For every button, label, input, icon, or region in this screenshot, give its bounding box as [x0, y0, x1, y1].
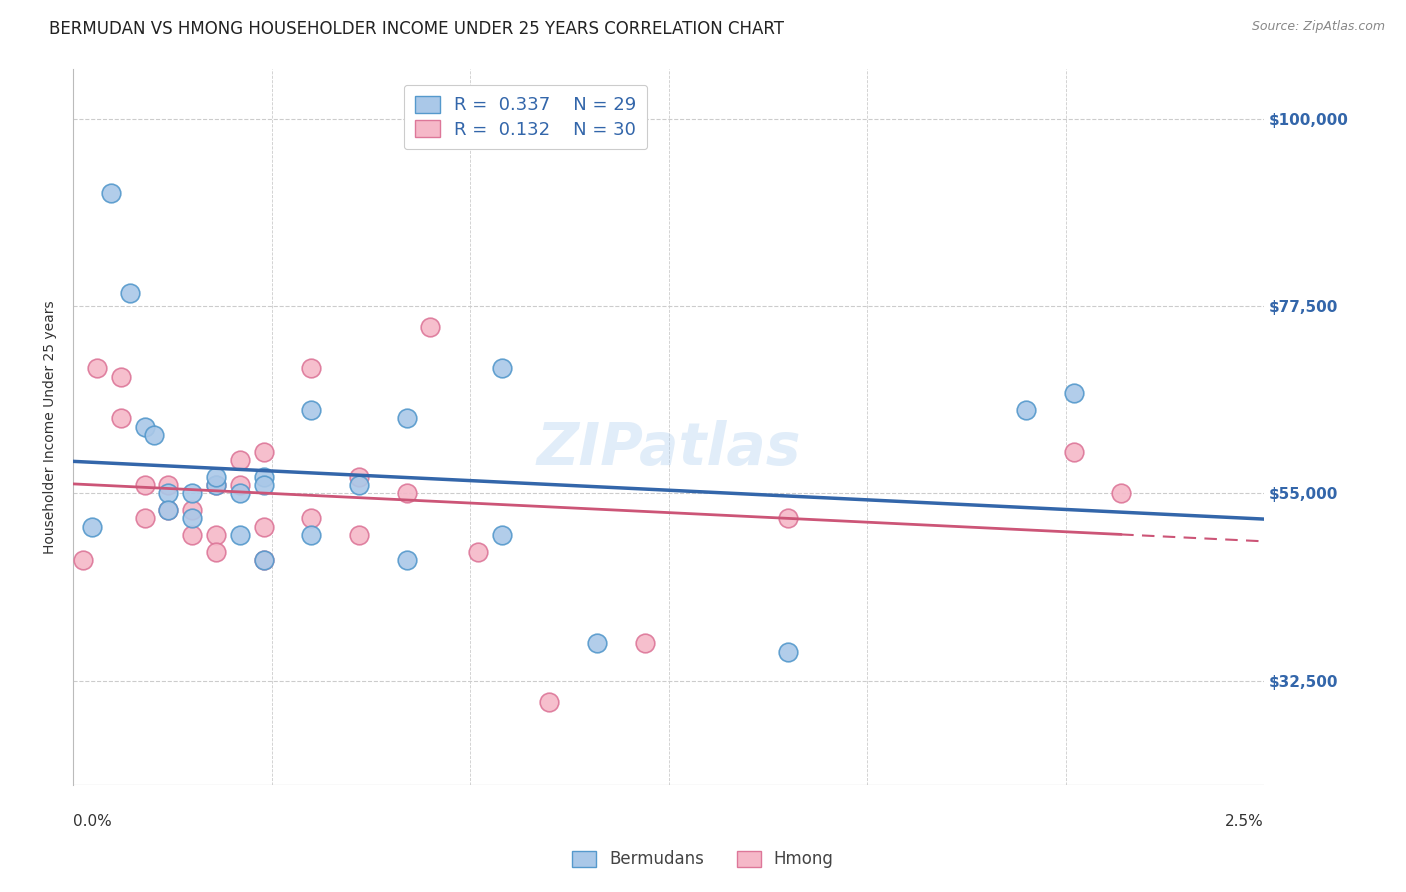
Y-axis label: Householder Income Under 25 years: Householder Income Under 25 years [44, 300, 58, 554]
Point [299, 511, 322, 525]
Point [82, 519, 104, 533]
Point [229, 478, 252, 492]
Point [72, 553, 94, 567]
Point [181, 528, 204, 542]
Point [205, 469, 228, 483]
Point [586, 636, 609, 650]
Point [347, 528, 370, 542]
Point [299, 361, 322, 376]
Point [395, 553, 418, 567]
Point [253, 478, 276, 492]
Point [253, 519, 276, 533]
Point [299, 403, 322, 417]
Point [491, 361, 513, 376]
Point [395, 486, 418, 500]
Point [1015, 403, 1038, 417]
Point [110, 411, 132, 425]
Point [143, 428, 166, 442]
Text: Source: ZipAtlas.com: Source: ZipAtlas.com [1251, 20, 1385, 33]
Point [86, 361, 108, 376]
Point [1109, 486, 1132, 500]
Point [181, 503, 204, 517]
Point [120, 286, 142, 301]
Point [491, 528, 513, 542]
Point [776, 645, 799, 659]
Point [100, 186, 122, 201]
Point [229, 528, 252, 542]
Point [253, 553, 276, 567]
Text: BERMUDAN VS HMONG HOUSEHOLDER INCOME UNDER 25 YEARS CORRELATION CHART: BERMUDAN VS HMONG HOUSEHOLDER INCOME UND… [49, 20, 785, 37]
Point [181, 486, 204, 500]
Point [157, 478, 180, 492]
Point [229, 453, 252, 467]
Text: 2.5%: 2.5% [1226, 814, 1264, 830]
Point [205, 478, 228, 492]
Point [1063, 444, 1085, 458]
Point [229, 486, 252, 500]
Point [253, 469, 276, 483]
Point [634, 636, 657, 650]
Legend: Bermudans, Hmong: Bermudans, Hmong [564, 842, 842, 877]
Point [419, 319, 441, 334]
Point [776, 511, 799, 525]
Point [134, 511, 156, 525]
Point [467, 545, 489, 559]
Point [205, 545, 228, 559]
Point [157, 503, 180, 517]
Point [395, 411, 418, 425]
Point [181, 511, 204, 525]
Point [157, 503, 180, 517]
Point [110, 369, 132, 384]
Point [1063, 386, 1085, 401]
Text: ZIPatlas: ZIPatlas [536, 420, 801, 476]
Point [253, 444, 276, 458]
Text: 0.0%: 0.0% [73, 814, 112, 830]
Point [134, 478, 156, 492]
Point [253, 553, 276, 567]
Point [538, 695, 561, 709]
Point [347, 469, 370, 483]
Point [347, 478, 370, 492]
Point [157, 486, 180, 500]
Point [205, 478, 228, 492]
Point [205, 528, 228, 542]
Point [134, 419, 156, 434]
Legend: R =  0.337    N = 29, R =  0.132    N = 30: R = 0.337 N = 29, R = 0.132 N = 30 [404, 85, 648, 149]
Point [299, 528, 322, 542]
